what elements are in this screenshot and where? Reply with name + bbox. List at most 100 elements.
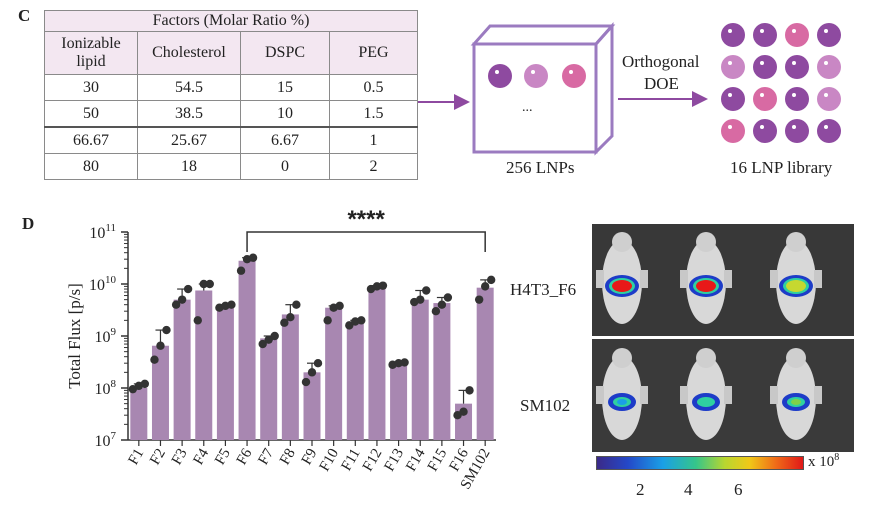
library-ball-highlight [728,125,732,129]
lnp-ball [524,64,548,88]
x-tick-label: F7 [255,446,277,468]
mouse-limb [724,270,732,288]
library-ball-highlight [760,29,764,33]
lnp-ball-highlight [569,70,573,74]
table-cell: 30 [44,74,138,101]
data-point [459,407,468,416]
data-point [280,318,289,327]
data-point [443,293,453,302]
bar [130,388,148,440]
library-ball [753,55,777,79]
x-tick-label: F1 [126,446,148,468]
y-tick-label: 107 [95,430,117,450]
library-ball [817,119,841,143]
library-ball [785,119,809,143]
data-point [437,300,447,309]
table-row: 50 38.5 10 1.5 [44,100,418,128]
mouse-limb [596,270,604,288]
mouse-limb [724,386,732,404]
signal-core [791,399,801,405]
factors-table: Factors (Molar Ratio %) Ionizable lipid … [44,10,418,180]
x-tick-label: F3 [169,446,191,468]
x-tick-label: F2 [147,446,169,468]
library-ball [753,23,777,47]
mouse [596,232,648,324]
bar [390,363,408,440]
colorbar-unit-base: x 10 [808,454,835,470]
library-ball-highlight [824,61,828,65]
signal-core [617,399,627,405]
data-point [205,279,214,289]
mouse [596,348,648,440]
panel-d-letter: D [22,214,35,233]
library-ball [817,55,841,79]
data-point [183,284,193,294]
bar [368,286,386,440]
table-cell: 38.5 [137,100,241,128]
data-point [156,341,165,350]
data-point [248,253,258,262]
mouse-head [786,348,806,368]
mouse-limb [770,270,778,288]
data-point [270,331,279,341]
data-point [486,275,496,285]
library-ball-highlight [728,93,732,97]
table-row: 66.67 25.67 6.67 1 [44,126,418,154]
library-ball [721,23,745,47]
y-tick-label: 108 [95,378,117,398]
x-tick-label: F5 [212,446,234,468]
data-point [171,300,181,309]
table-cell: 15 [240,74,330,101]
colorbar-tick: 6 [734,480,743,499]
library-ball [721,119,745,143]
table-cell: 0 [240,153,330,180]
library-ball [785,87,809,111]
data-point [150,355,159,364]
table-cell: 80 [44,153,138,180]
library-ball-highlight [760,93,764,97]
data-point [227,300,236,309]
bar [303,372,321,440]
x-tick-label: F4 [190,446,212,468]
col-header: DSPC [240,31,330,75]
data-point [177,295,187,304]
factors-header: Factors (Molar Ratio %) [44,10,418,32]
cube-dots: ... [522,100,533,115]
lnp-ball [562,64,586,88]
arrow-label-orthogonal: Orthogonal [622,52,700,71]
lnp-ball [488,64,512,88]
image-label-sm102: SM102 [520,396,571,415]
mouse-head [612,348,632,368]
library-ball [785,55,809,79]
cube-label: 256 LNPs [506,158,575,177]
library-ball [753,119,777,143]
data-point [335,301,344,311]
y-axis-label: Total Flux [p/s] [65,283,84,389]
colorbar [596,456,804,470]
library-label: 16 LNP library [730,158,833,177]
signal-core [612,280,632,292]
bar [173,299,191,440]
y-tick-label: 109 [95,326,117,346]
data-point [199,279,208,289]
data-point [474,295,484,304]
y-tick-label: 1011 [89,222,116,242]
significance-bracket [246,231,486,252]
bar [195,290,213,440]
data-point [140,379,150,389]
data-point [236,266,246,275]
table-cell: 0.5 [329,74,418,101]
data-point [162,325,171,335]
x-tick-label: F9 [299,446,321,468]
signal-core [701,399,711,405]
mouse [680,348,732,440]
y-tick-label: 1010 [89,274,117,294]
mouse-head [696,232,716,252]
library-ball-highlight [792,29,796,33]
panel-c-letter: C [18,6,31,25]
library-ball-highlight [728,29,732,33]
table-cell: 2 [329,153,418,180]
data-point [431,306,441,316]
